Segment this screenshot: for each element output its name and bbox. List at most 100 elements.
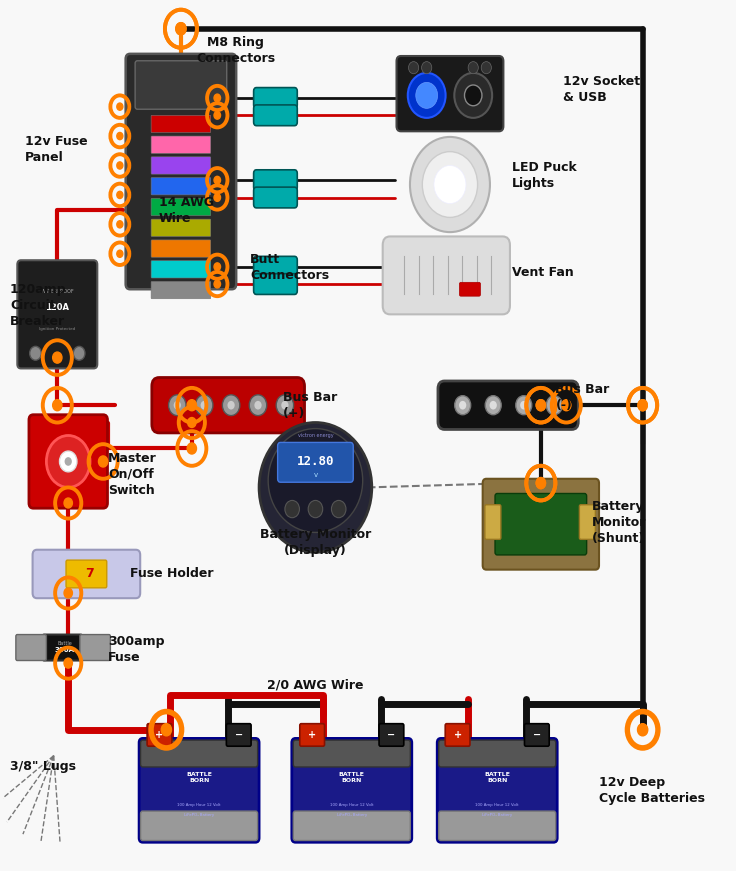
Circle shape: [53, 352, 62, 363]
Text: −: −: [235, 730, 243, 740]
Text: v: v: [314, 472, 317, 478]
Circle shape: [188, 417, 196, 428]
FancyBboxPatch shape: [525, 724, 549, 746]
FancyBboxPatch shape: [66, 560, 107, 588]
Circle shape: [161, 724, 171, 736]
Circle shape: [410, 137, 490, 232]
Text: Fuse Holder: Fuse Holder: [130, 568, 213, 580]
Text: 100 Amp Hour 12 Volt: 100 Amp Hour 12 Volt: [475, 803, 519, 807]
FancyBboxPatch shape: [126, 54, 236, 289]
Circle shape: [60, 451, 77, 472]
FancyBboxPatch shape: [18, 260, 97, 368]
FancyBboxPatch shape: [579, 504, 595, 539]
FancyBboxPatch shape: [254, 88, 297, 108]
Circle shape: [638, 400, 647, 411]
Text: Battle: Battle: [57, 641, 72, 646]
Circle shape: [638, 400, 647, 411]
Circle shape: [485, 395, 501, 415]
Circle shape: [551, 401, 558, 409]
FancyBboxPatch shape: [151, 115, 210, 132]
Circle shape: [214, 280, 221, 288]
Circle shape: [285, 501, 300, 517]
Circle shape: [74, 347, 85, 361]
FancyBboxPatch shape: [459, 282, 481, 296]
Circle shape: [520, 401, 528, 409]
Text: Butt
Connectors: Butt Connectors: [250, 253, 329, 282]
FancyBboxPatch shape: [227, 724, 251, 746]
FancyBboxPatch shape: [254, 187, 297, 208]
Circle shape: [434, 165, 466, 204]
Text: Battery
Monitor
(Shunt): Battery Monitor (Shunt): [592, 500, 646, 544]
Text: +: +: [453, 730, 461, 740]
Circle shape: [308, 501, 322, 517]
Circle shape: [227, 401, 235, 409]
Circle shape: [117, 103, 123, 111]
Text: LiFePO₄ Battery: LiFePO₄ Battery: [482, 814, 512, 817]
Circle shape: [468, 62, 478, 74]
Circle shape: [537, 400, 545, 411]
FancyBboxPatch shape: [152, 377, 305, 433]
Circle shape: [187, 400, 197, 411]
Circle shape: [214, 263, 221, 271]
Text: 14 AWG
Wire: 14 AWG Wire: [159, 196, 214, 225]
FancyBboxPatch shape: [483, 479, 599, 570]
Circle shape: [537, 477, 545, 489]
Text: Ignition Protected: Ignition Protected: [39, 327, 75, 331]
Circle shape: [546, 395, 562, 415]
Text: Bus Bar
(-): Bus Bar (-): [556, 383, 609, 412]
FancyBboxPatch shape: [485, 504, 501, 539]
Circle shape: [162, 724, 171, 735]
Circle shape: [408, 62, 419, 74]
Circle shape: [169, 395, 186, 415]
FancyBboxPatch shape: [135, 61, 227, 109]
Text: 300amp
Fuse: 300amp Fuse: [108, 635, 165, 664]
Circle shape: [214, 193, 221, 201]
FancyBboxPatch shape: [254, 105, 297, 125]
Text: Vent Fan: Vent Fan: [512, 267, 573, 280]
FancyBboxPatch shape: [151, 178, 210, 195]
Text: Bus Bar
(+): Bus Bar (+): [283, 391, 337, 420]
Circle shape: [200, 401, 208, 409]
Circle shape: [64, 588, 72, 598]
FancyBboxPatch shape: [379, 724, 404, 746]
FancyBboxPatch shape: [254, 273, 297, 294]
FancyBboxPatch shape: [151, 199, 210, 216]
FancyBboxPatch shape: [495, 494, 587, 555]
FancyBboxPatch shape: [141, 740, 258, 767]
FancyBboxPatch shape: [439, 811, 556, 841]
Circle shape: [222, 395, 240, 415]
Text: Battery Monitor
(Display): Battery Monitor (Display): [260, 529, 371, 557]
FancyBboxPatch shape: [291, 739, 411, 842]
Circle shape: [117, 250, 123, 257]
Circle shape: [481, 62, 492, 74]
Text: victron energy: victron energy: [297, 433, 333, 438]
Text: 12.80: 12.80: [297, 455, 334, 468]
FancyBboxPatch shape: [254, 170, 297, 191]
Circle shape: [250, 395, 266, 415]
FancyBboxPatch shape: [32, 550, 140, 598]
Circle shape: [64, 658, 72, 668]
Circle shape: [331, 501, 346, 517]
Circle shape: [276, 395, 294, 415]
Circle shape: [562, 400, 571, 411]
Circle shape: [196, 395, 213, 415]
Ellipse shape: [268, 429, 363, 532]
FancyBboxPatch shape: [79, 635, 110, 660]
FancyBboxPatch shape: [439, 740, 556, 767]
Circle shape: [214, 111, 221, 119]
FancyBboxPatch shape: [300, 724, 325, 746]
Circle shape: [176, 23, 186, 35]
Circle shape: [638, 724, 647, 735]
Circle shape: [117, 192, 123, 199]
Circle shape: [214, 94, 221, 102]
FancyBboxPatch shape: [141, 811, 258, 841]
FancyBboxPatch shape: [151, 219, 210, 236]
Circle shape: [99, 456, 107, 467]
Text: 3/8" Lugs: 3/8" Lugs: [10, 760, 76, 773]
Text: 2/0 AWG Wire: 2/0 AWG Wire: [267, 679, 364, 692]
Circle shape: [516, 395, 531, 415]
Circle shape: [174, 401, 181, 409]
Text: LiFePO₄ Battery: LiFePO₄ Battery: [337, 814, 367, 817]
Circle shape: [537, 477, 545, 489]
Text: +: +: [308, 730, 316, 740]
